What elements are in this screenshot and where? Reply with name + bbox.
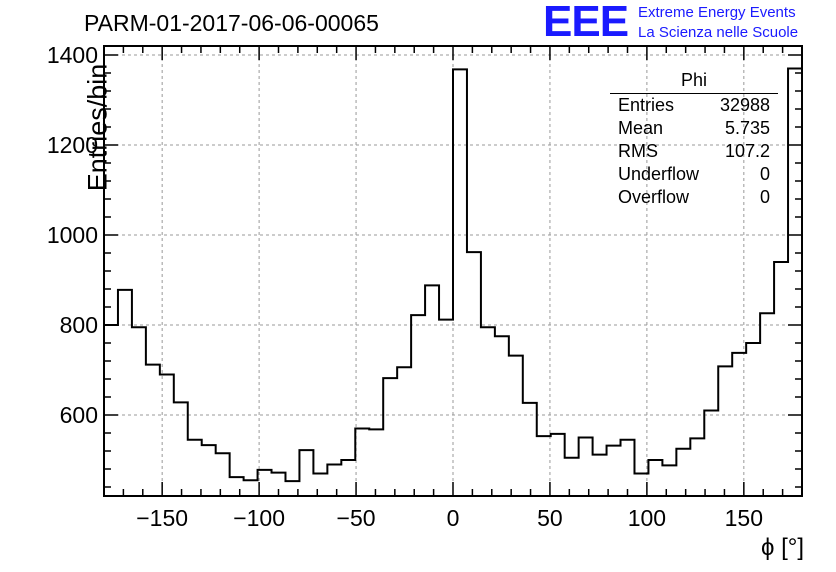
histogram-line [104, 67, 802, 483]
stats-label: Overflow [618, 187, 690, 207]
x-tick-label: 50 [537, 505, 563, 531]
x-tick-label: −150 [136, 505, 188, 531]
stats-row-overflow: Overflow 0 [610, 186, 778, 209]
x-tick-label: −50 [337, 505, 376, 531]
eee-logo: EEE [543, 0, 629, 46]
y-tick-label: 1000 [47, 222, 98, 248]
x-tick-label: 0 [447, 505, 460, 531]
stats-value: 0 [759, 187, 770, 207]
stats-value: 0 [759, 164, 770, 184]
y-axis-label: Entries/bin [82, 63, 113, 192]
stats-label: RMS [618, 141, 658, 161]
stats-row-rms: RMS 107.2 [610, 140, 778, 163]
chart-title: PARM-01-2017-06-06-00065 [84, 10, 379, 36]
stats-row-underflow: Underflow 0 [610, 163, 778, 186]
y-tick-label: 1200 [47, 132, 98, 158]
x-tick-label: −100 [233, 505, 285, 531]
logo-line-1: Extreme Energy Events [638, 4, 796, 21]
y-tick-label: 1400 [47, 42, 98, 68]
y-tick-label: 600 [60, 402, 98, 428]
x-axis-label: ϕ [°] [760, 534, 804, 561]
stats-box: Phi Entries 32988 Mean 5.735 RMS 107.2 U… [610, 70, 778, 209]
logo-line-2: La Scienza nelle Scuole [638, 24, 799, 41]
y-tick-labels: 600 800 1000 1200 1400 [47, 42, 98, 428]
stats-label: Underflow [618, 164, 700, 184]
stats-row-entries: Entries 32988 [610, 94, 778, 117]
stats-row-mean: Mean 5.735 [610, 117, 778, 140]
x-tick-label: 100 [628, 505, 666, 531]
stats-value: 32988 [719, 95, 770, 115]
stats-label: Entries [618, 95, 675, 115]
stats-value: 5.735 [724, 118, 770, 138]
x-tick-labels: −150 −100 −50 0 50 100 150 [136, 505, 763, 531]
y-tick-label: 800 [60, 312, 98, 338]
plot-frame [103, 45, 803, 497]
stats-title: Phi [610, 70, 778, 94]
stats-value: 107.2 [724, 141, 770, 161]
stats-label: Mean [618, 118, 664, 138]
x-tick-label: 150 [725, 505, 763, 531]
